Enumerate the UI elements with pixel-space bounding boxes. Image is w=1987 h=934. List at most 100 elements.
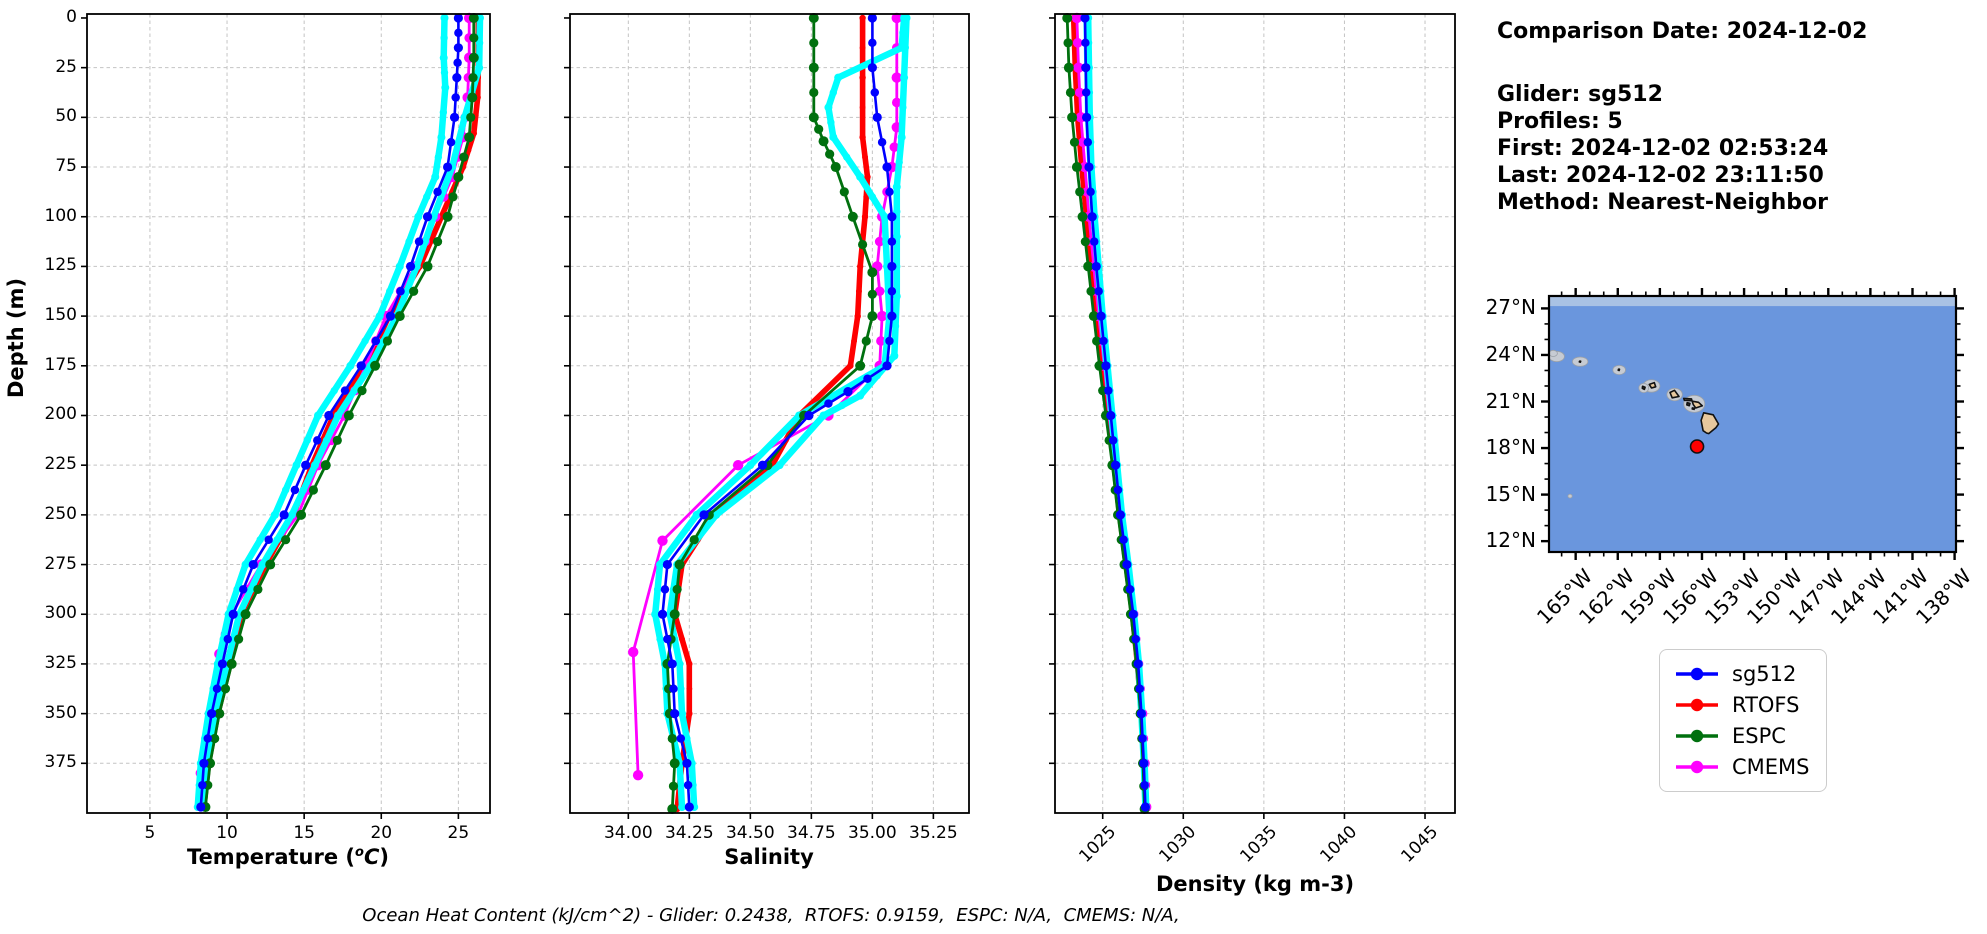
marker-sg512 [217,659,228,669]
density-axis-title: Density (kg m-3) [1155,872,1355,896]
marker-ESPC [1065,87,1076,98]
marker-sg512 [872,112,882,122]
marker-sg512 [824,399,833,408]
marker-sg512 [662,559,672,570]
marker-glider-raw-1 [440,68,449,77]
map-border [1547,294,1958,554]
marker-glider-raw-2 [882,237,890,246]
marker-CMEMS [874,286,885,297]
marker-CMEMS [1071,12,1083,24]
marker-glider-raw-2 [403,287,411,295]
marker-glider-raw-1 [241,560,250,569]
marker-glider-raw-2 [746,461,755,470]
marker-sg512 [843,387,853,397]
legend-marker-icon [1690,729,1704,743]
marker-RTOFS [854,312,861,320]
marker-sg512 [887,287,897,296]
marker-ESPC [296,509,307,520]
marker-glider-raw-1 [439,53,448,62]
marker-CMEMS [874,236,885,247]
marker-sg512 [667,659,677,669]
marker-glider-raw-1 [375,312,384,321]
marker-sg512 [449,112,460,122]
marker-sg512 [371,336,381,346]
marker-glider-raw-2 [692,510,701,519]
marker-glider-raw-2 [677,781,685,789]
marker-glider-raw-1 [677,685,685,693]
marker-ESPC [1071,162,1082,173]
marker-ESPC [672,584,682,594]
marker-sg512 [405,261,416,272]
marker-glider-raw-2 [247,585,255,594]
marker-glider-raw-1 [890,351,899,360]
marker-ESPC [1092,336,1102,346]
marker-sg512 [887,311,897,321]
marker-sg512 [203,734,212,743]
marker-CMEMS [876,336,886,346]
marker-RTOFS [851,338,858,344]
marker-RTOFS [686,685,693,692]
marker-sg512 [1140,780,1149,790]
marker-ESPC [669,758,680,769]
marker-CMEMS [657,535,668,546]
marker-sg512 [248,559,258,570]
marker-glider-raw-2 [653,585,662,594]
island-hawaii-big-island [1700,411,1720,435]
last-timestamp-text: Last: 2024-12-02 23:11:50 [1497,163,1824,188]
marker-glider-raw-1 [440,13,449,22]
method-text: Method: Nearest-Neighbor [1497,190,1828,215]
marker-RTOFS [686,710,693,717]
marker-glider-raw-1 [361,337,369,345]
marker-ESPC [1083,261,1094,272]
marker-glider-raw-2 [678,803,687,812]
marker-ESPC [847,211,858,222]
marker-sg512 [1135,684,1145,694]
marker-ESPC [308,485,319,495]
legend-swatch-CMEMS [1676,760,1718,774]
marker-glider-raw-2 [322,436,331,445]
marker-sg512 [863,374,872,383]
marker-sg512 [223,634,233,644]
marker-sg512 [422,212,433,222]
island-lanai [1686,401,1691,407]
series-line-CMEMS [199,16,471,775]
marker-glider-raw-2 [421,237,429,246]
marker-glider-raw-1 [346,361,355,370]
marker-ESPC [674,559,685,570]
marker-sg512 [1108,436,1118,445]
legend-marker-icon [1690,698,1704,712]
marker-sg512 [699,510,709,520]
marker-CMEMS [1074,87,1085,98]
marker-CMEMS [891,12,902,24]
density-spines [1054,13,1456,814]
marker-CMEMS [889,142,900,152]
temperature-axis-title: Temperature (oC) [187,845,389,869]
island-nihoa [1617,368,1621,372]
island-maui [1691,400,1704,409]
marker-sg512 [1080,13,1090,23]
marker-glider-raw-1 [256,536,264,544]
marker-sg512 [887,212,897,222]
marker-sg512 [683,780,693,790]
marker-glider-raw-1 [895,158,903,166]
marker-glider-raw-2 [460,113,469,122]
glider-name-text: Glider: sg512 [1497,82,1663,107]
marker-ESPC [667,804,678,815]
legend-marker-icon [1690,760,1704,774]
marker-glider-raw-2 [412,262,421,271]
marker-ESPC [265,559,276,570]
series-line-RTOFS [671,15,871,812]
marker-sg512 [867,63,877,73]
marker-ESPC [855,360,866,371]
marker-ESPC [1088,311,1099,322]
marker-sg512 [1091,261,1101,272]
marker-sg512 [1119,535,1128,544]
marker-sg512 [396,287,405,296]
marker-sg512 [1113,485,1123,495]
salinity-spines [569,13,970,814]
marker-glider-raw-2 [334,411,343,420]
marker-ESPC [370,360,381,371]
marker-ESPC [464,132,475,143]
marker-sg512 [1090,237,1099,246]
